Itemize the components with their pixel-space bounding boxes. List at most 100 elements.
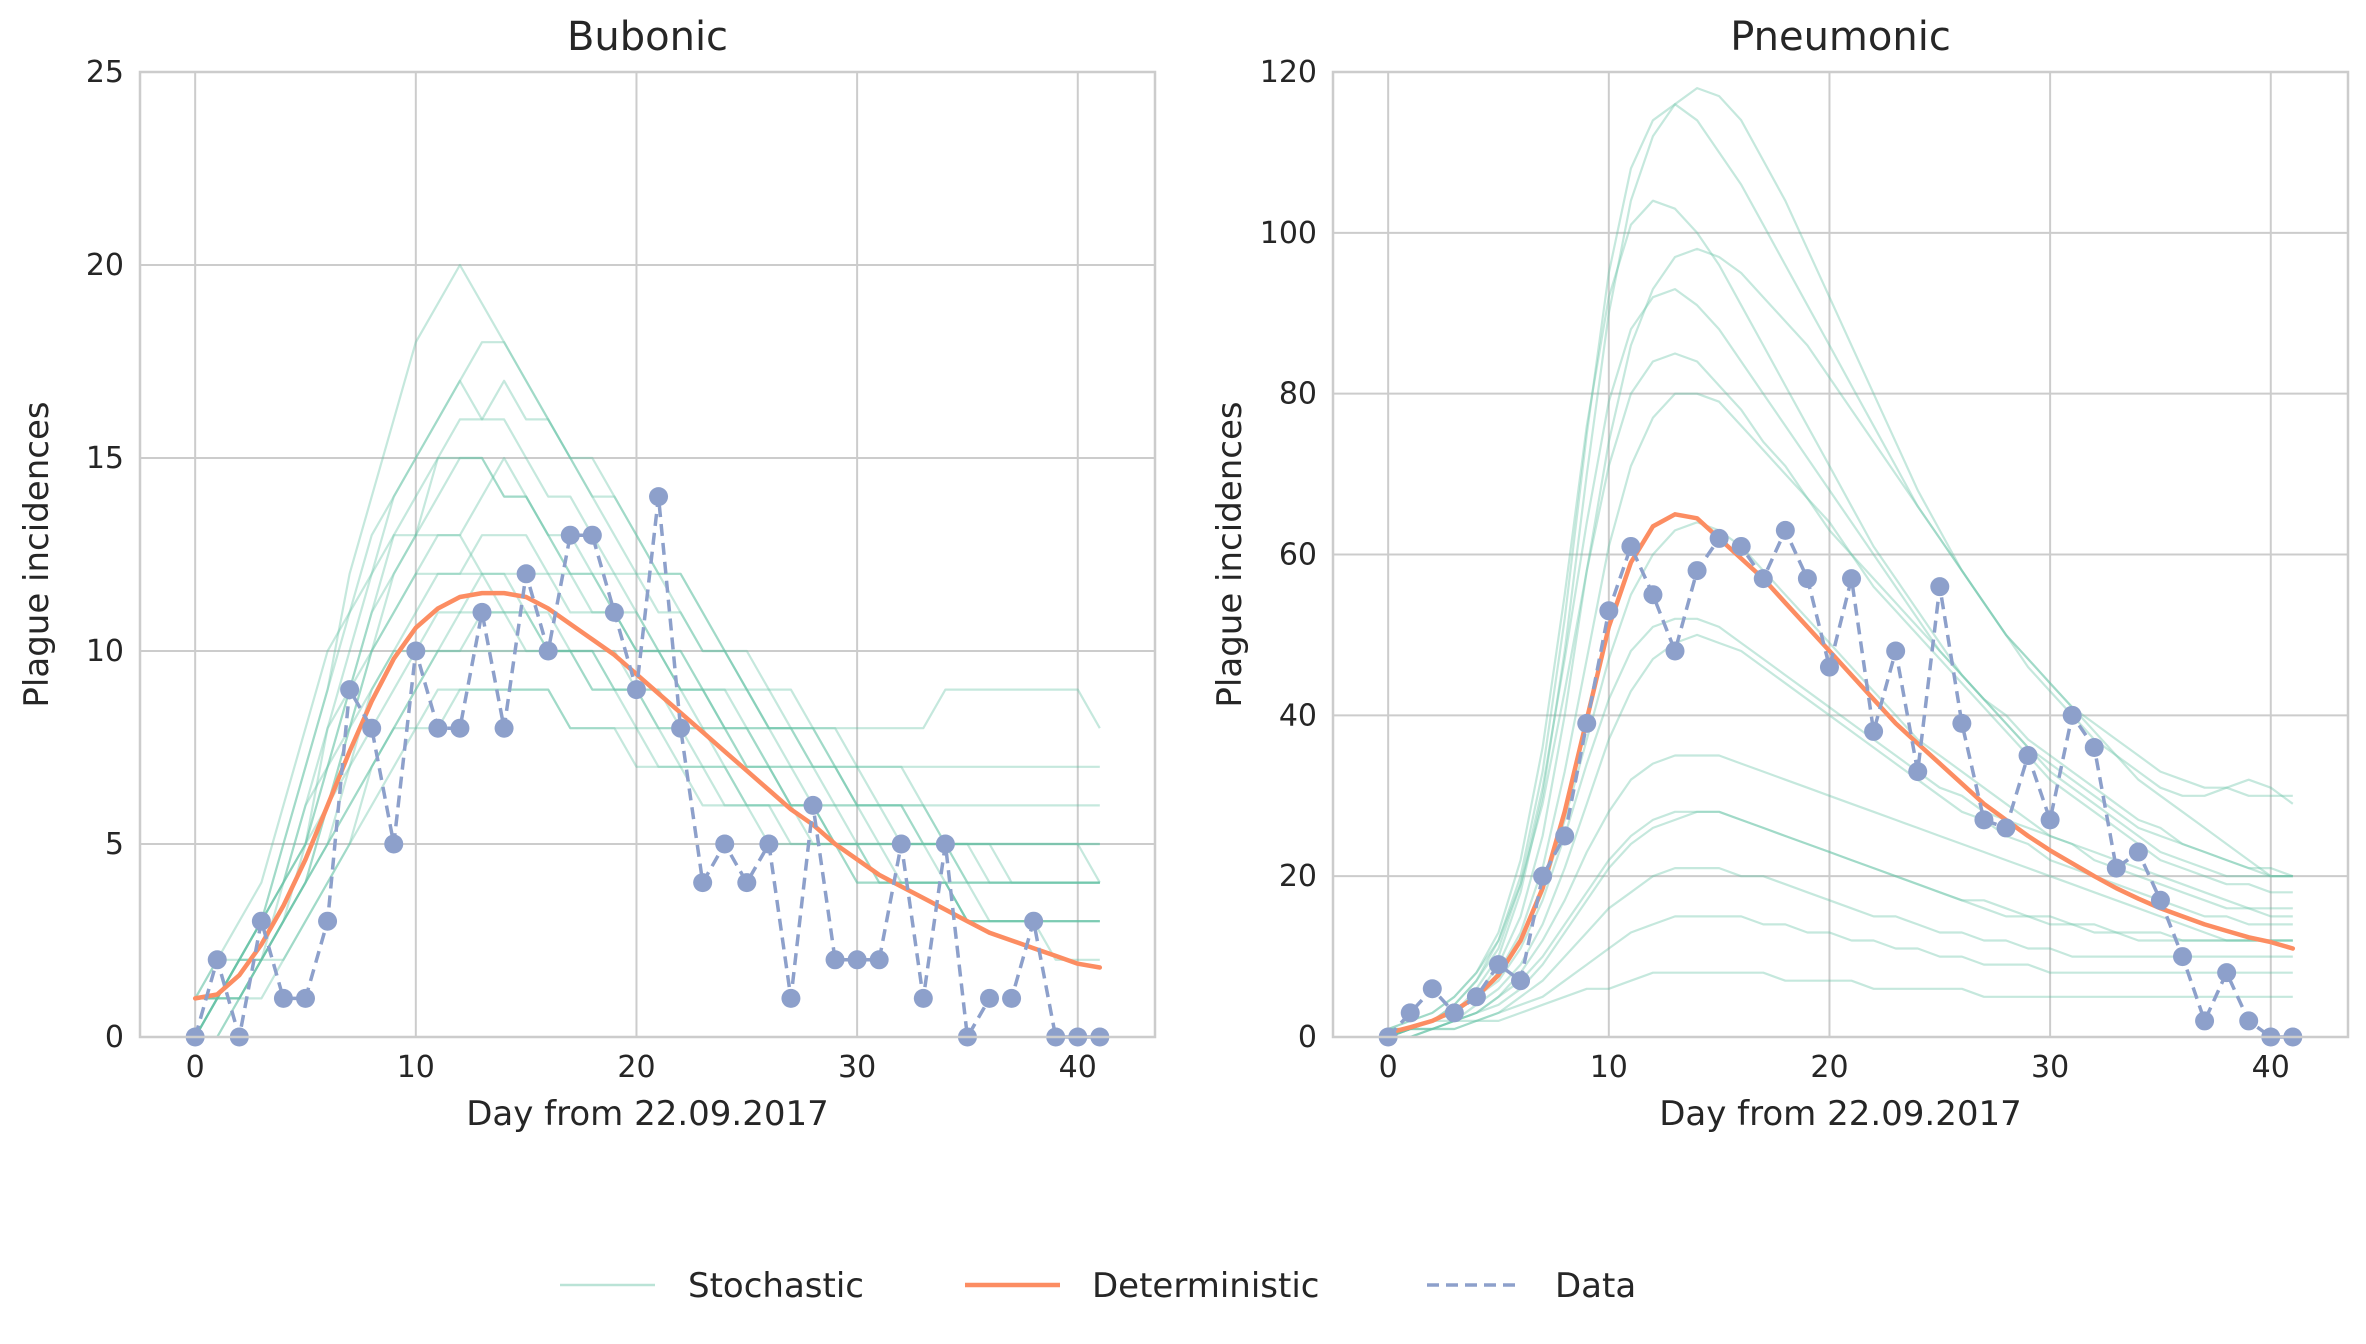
bubonic-y-tick-label: 10 bbox=[86, 634, 124, 669]
legend-stochastic-label: Stochastic bbox=[688, 1266, 864, 1306]
bubonic-y-tick-label: 0 bbox=[105, 1020, 124, 1055]
pneumonic-x-axis-label: Day from 22.09.2017 bbox=[1659, 1094, 2022, 1134]
bubonic-data-point bbox=[626, 680, 646, 700]
pneumonic-x-tick-label: 10 bbox=[1590, 1050, 1628, 1085]
bubonic-data-point bbox=[406, 641, 426, 661]
pneumonic-stochastic-run bbox=[1388, 810, 2293, 1031]
bubonic-data-point bbox=[671, 718, 691, 738]
bubonic-data-point bbox=[715, 834, 735, 854]
pneumonic-data-point bbox=[1511, 971, 1531, 991]
pneumonic-deterministic-line bbox=[1385, 512, 2296, 1036]
bubonic-x-axis-label: Day from 22.09.2017 bbox=[466, 1094, 829, 1134]
pneumonic-deterministic-series bbox=[1385, 512, 2296, 1036]
bubonic-data-point bbox=[494, 718, 514, 738]
pneumonic-axes-frame bbox=[1331, 70, 2350, 1039]
pneumonic-data-point bbox=[1577, 713, 1597, 733]
pneumonic-stochastic-run bbox=[1388, 810, 2293, 1037]
pneumonic-y-tick-label: 80 bbox=[1279, 377, 1317, 412]
pneumonic-data-point bbox=[1665, 641, 1685, 661]
pneumonic-y-tick-label: 0 bbox=[1298, 1020, 1317, 1055]
bubonic-stochastic-run bbox=[194, 456, 1100, 1037]
pneumonic-data-point bbox=[1753, 569, 1773, 589]
bubonic-data-point bbox=[759, 834, 779, 854]
pneumonic-stochastic-run bbox=[1388, 915, 2293, 1037]
pneumonic-stochastic-run bbox=[1388, 754, 2293, 1037]
bubonic-stochastic-run bbox=[195, 688, 1100, 1000]
bubonic-y-axis-label: Plague incidences bbox=[17, 401, 57, 707]
pneumonic-panel: 0 10 20 30 40 0 20 40 60 80 100 120 Pneumonic Day f… bbox=[1210, 14, 2350, 1134]
pneumonic-y-tick-label: 20 bbox=[1279, 859, 1317, 894]
legend-deterministic-label: Deterministic bbox=[1092, 1266, 1319, 1306]
pneumonic-data-point bbox=[1400, 1003, 1420, 1023]
bubonic-data-point bbox=[891, 834, 911, 854]
pneumonic-data-point bbox=[1709, 528, 1729, 548]
bubonic-stochastic-run bbox=[195, 572, 1100, 1000]
legend: Stochastic Deterministic Data bbox=[560, 1266, 1636, 1306]
bubonic-data-point bbox=[560, 525, 580, 545]
pneumonic-frame bbox=[1331, 70, 2350, 1039]
bubonic-x-tick-label: 30 bbox=[838, 1050, 876, 1085]
bubonic-y-tick-label: 20 bbox=[86, 248, 124, 283]
pneumonic-data-point bbox=[1731, 536, 1751, 556]
bubonic-stochastic-run bbox=[195, 572, 1100, 1037]
bubonic-data-point bbox=[781, 988, 801, 1008]
pneumonic-y-axis-label: Plague incidences bbox=[1210, 401, 1250, 707]
bubonic-stochastic-run bbox=[195, 534, 1101, 1037]
pneumonic-y-tick-label: 100 bbox=[1260, 216, 1317, 251]
pneumonic-data-point bbox=[2195, 1011, 2215, 1031]
bubonic-data-point bbox=[803, 795, 823, 815]
pneumonic-data-point bbox=[1555, 826, 1575, 846]
pneumonic-data-point bbox=[2217, 963, 2237, 983]
pneumonic-data-point bbox=[2040, 810, 2060, 830]
pneumonic-data-line bbox=[1386, 526, 2293, 1039]
pneumonic-data-point bbox=[2106, 858, 2126, 878]
bubonic-data-point bbox=[362, 718, 382, 738]
pneumonic-data-point bbox=[1908, 762, 1928, 782]
bubonic-axes-frame bbox=[138, 70, 1157, 1039]
pneumonic-data-point bbox=[1621, 536, 1641, 556]
pneumonic-data-point bbox=[1819, 657, 1839, 677]
bubonic-data-point bbox=[295, 988, 315, 1008]
pneumonic-stochastic-run bbox=[1387, 617, 2293, 1037]
bubonic-deterministic-line bbox=[192, 590, 1103, 1001]
bubonic-x-tick-label: 10 bbox=[397, 1050, 435, 1085]
pneumonic-data-point bbox=[1533, 866, 1553, 886]
bubonic-data-point bbox=[428, 718, 448, 738]
pneumonic-data-point bbox=[1864, 721, 1884, 741]
bubonic-tick-labels: 0 10 20 30 40 0 5 10 15 20 25 bbox=[86, 55, 1097, 1085]
pneumonic-title: Pneumonic bbox=[1730, 14, 1951, 60]
pneumonic-y-tick-label: 40 bbox=[1279, 698, 1317, 733]
pneumonic-data-point bbox=[1886, 641, 1906, 661]
bubonic-frame bbox=[138, 70, 1157, 1039]
bubonic-data-point bbox=[980, 988, 1000, 1008]
bubonic-y-tick-label: 15 bbox=[86, 441, 124, 476]
pneumonic-grid bbox=[1333, 71, 2348, 1038]
pneumonic-data-point bbox=[2018, 746, 2038, 766]
bubonic-data-point bbox=[825, 950, 845, 970]
bubonic-data-point bbox=[737, 873, 757, 893]
pneumonic-stochastic-run bbox=[1388, 866, 2293, 1031]
pneumonic-stochastic-run bbox=[1387, 352, 2293, 1031]
bubonic-x-tick-label: 40 bbox=[1059, 1050, 1097, 1085]
pneumonic-data-point bbox=[2062, 705, 2082, 725]
pneumonic-data-point bbox=[2239, 1011, 2259, 1031]
pneumonic-data-point bbox=[1643, 585, 1663, 605]
bubonic-stochastic-run bbox=[194, 534, 1100, 999]
pneumonic-y-tick-label: 60 bbox=[1279, 538, 1317, 573]
bubonic-data-point bbox=[450, 718, 470, 738]
pneumonic-data-point bbox=[2173, 947, 2193, 967]
bubonic-data-point bbox=[384, 834, 404, 854]
bubonic-data-point bbox=[582, 525, 602, 545]
bubonic-data-point bbox=[847, 950, 867, 970]
pneumonic-data-point bbox=[1466, 987, 1486, 1007]
pneumonic-data-point bbox=[1996, 818, 2016, 838]
bubonic-data-point bbox=[604, 602, 624, 622]
pneumonic-data-point bbox=[1952, 713, 1972, 733]
pneumonic-stochastic-run bbox=[1388, 521, 2293, 1031]
bubonic-data-line bbox=[193, 496, 1100, 1043]
bubonic-x-tick-label: 0 bbox=[186, 1050, 205, 1085]
bubonic-x-tick-label: 20 bbox=[617, 1050, 655, 1085]
bubonic-y-tick-label: 5 bbox=[105, 827, 124, 862]
bubonic-data-point bbox=[869, 950, 889, 970]
